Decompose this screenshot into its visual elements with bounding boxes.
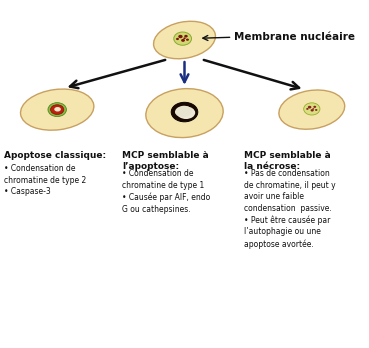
Ellipse shape [48, 103, 66, 117]
Ellipse shape [311, 109, 314, 111]
Text: Membrane nucléaire: Membrane nucléaire [234, 32, 355, 42]
Ellipse shape [312, 108, 314, 110]
Ellipse shape [171, 102, 198, 122]
Text: Apoptose classique:: Apoptose classique: [4, 151, 106, 160]
Ellipse shape [176, 38, 179, 40]
Ellipse shape [177, 106, 195, 119]
Ellipse shape [186, 39, 189, 41]
Ellipse shape [308, 106, 311, 109]
Ellipse shape [178, 35, 183, 38]
Ellipse shape [279, 90, 345, 129]
Ellipse shape [304, 103, 320, 115]
Text: MCP semblable à
l’apoptose:: MCP semblable à l’apoptose: [122, 151, 208, 171]
Ellipse shape [154, 21, 215, 59]
Text: • Condensation de
chromatine de type 1
• Causée par AIF, endo
G ou cathepsines.: • Condensation de chromatine de type 1 •… [122, 169, 210, 214]
Ellipse shape [174, 32, 192, 45]
Ellipse shape [306, 108, 308, 110]
Text: • Condensation de
chromatine de type 2
• Caspase-3: • Condensation de chromatine de type 2 •… [4, 164, 86, 196]
Ellipse shape [184, 35, 188, 38]
Ellipse shape [54, 107, 61, 111]
Ellipse shape [21, 89, 94, 130]
Ellipse shape [313, 106, 316, 108]
Ellipse shape [175, 106, 192, 117]
Ellipse shape [181, 39, 185, 42]
Ellipse shape [146, 89, 223, 137]
Ellipse shape [183, 37, 186, 39]
Text: • Pas de condensation
de chromatine, il peut y
avoir une faible
condensation  pa: • Pas de condensation de chromatine, il … [244, 169, 335, 248]
Ellipse shape [315, 109, 317, 111]
Text: MCP semblable à
la nécrose:: MCP semblable à la nécrose: [244, 151, 330, 171]
Ellipse shape [51, 105, 64, 114]
